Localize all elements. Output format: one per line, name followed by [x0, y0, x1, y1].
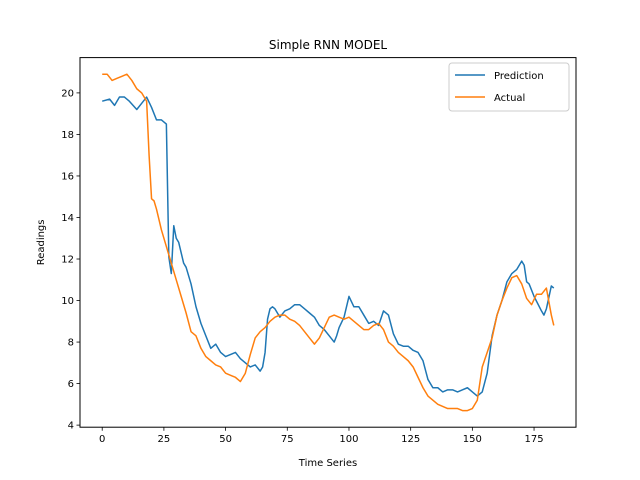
plot-area: [79, 57, 577, 428]
y-tick-label: 14: [61, 213, 74, 224]
y-axis-label: Readings: [36, 219, 47, 265]
y-tick-label: 10: [61, 296, 74, 307]
x-tick-label: 50: [219, 434, 232, 445]
x-tick-label: 150: [463, 434, 482, 445]
y-axis: 4 6 8 10 12 14 16 18 20: [61, 88, 80, 432]
x-axis: 0 25 50 75 100 125 150 175: [99, 427, 544, 445]
legend-label-actual: Actual: [494, 93, 525, 104]
x-tick-label: 0: [99, 434, 105, 445]
x-axis-label: Time Series: [298, 458, 357, 469]
series-layer: [102, 73, 555, 412]
legend: Prediction Actual: [448, 62, 570, 112]
y-tick-label: 20: [61, 88, 74, 99]
series-line-actual: [102, 73, 555, 412]
y-tick-label: 8: [68, 338, 74, 349]
legend-label-prediction: Prediction: [494, 71, 544, 82]
x-tick-label: 100: [339, 434, 358, 445]
y-tick-label: 16: [61, 171, 74, 182]
y-tick-label: 6: [68, 379, 74, 390]
chart-title: Simple RNN MODEL: [269, 38, 388, 52]
x-tick-label: 125: [401, 434, 420, 445]
y-tick-label: 18: [61, 130, 74, 141]
y-tick-label: 12: [61, 255, 74, 266]
x-tick-label: 25: [158, 434, 171, 445]
y-tick-label: 4: [68, 421, 74, 432]
x-tick-label: 175: [525, 434, 544, 445]
x-tick-label: 75: [281, 434, 294, 445]
series-line-prediction: [102, 96, 555, 397]
